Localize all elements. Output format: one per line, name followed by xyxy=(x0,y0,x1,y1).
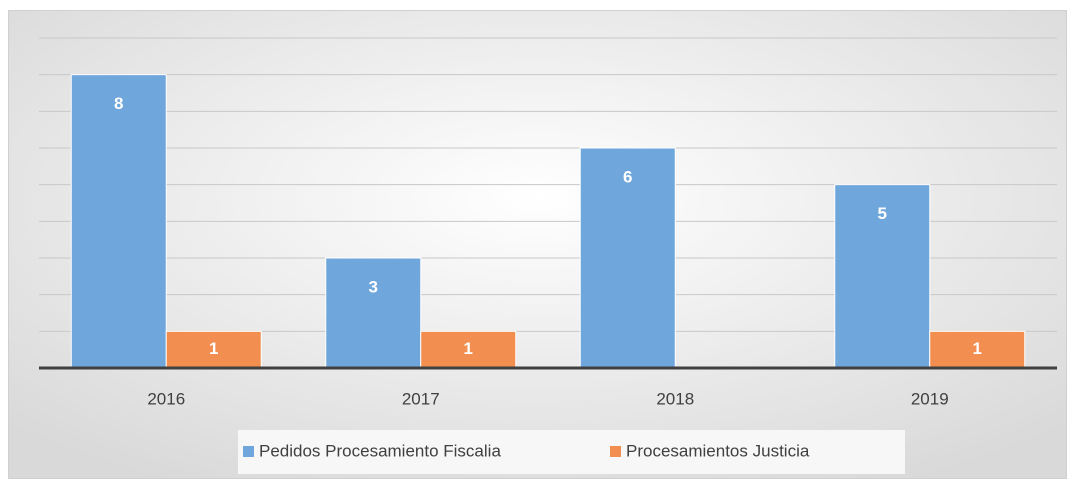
x-tick-label: 2017 xyxy=(402,389,440,408)
x-tick-label: 2016 xyxy=(147,389,185,408)
legend-box xyxy=(238,430,905,474)
data-label: 8 xyxy=(114,94,123,113)
data-label: 3 xyxy=(369,277,378,296)
data-label: 1 xyxy=(973,339,982,358)
x-tick-label: 2018 xyxy=(656,389,694,408)
x-tick-label: 2019 xyxy=(911,389,949,408)
legend-label: Pedidos Procesamiento Fiscalia xyxy=(259,441,501,460)
data-label: 5 xyxy=(878,204,887,223)
legend-swatch xyxy=(610,446,621,457)
data-label: 6 xyxy=(623,167,632,186)
legend-label: Procesamientos Justicia xyxy=(626,441,810,460)
legend-swatch xyxy=(243,446,254,457)
bar xyxy=(325,257,422,369)
data-label: 1 xyxy=(464,339,473,358)
bar xyxy=(70,74,167,369)
bar xyxy=(834,184,931,369)
bar xyxy=(420,330,517,369)
data-label: 1 xyxy=(209,339,218,358)
